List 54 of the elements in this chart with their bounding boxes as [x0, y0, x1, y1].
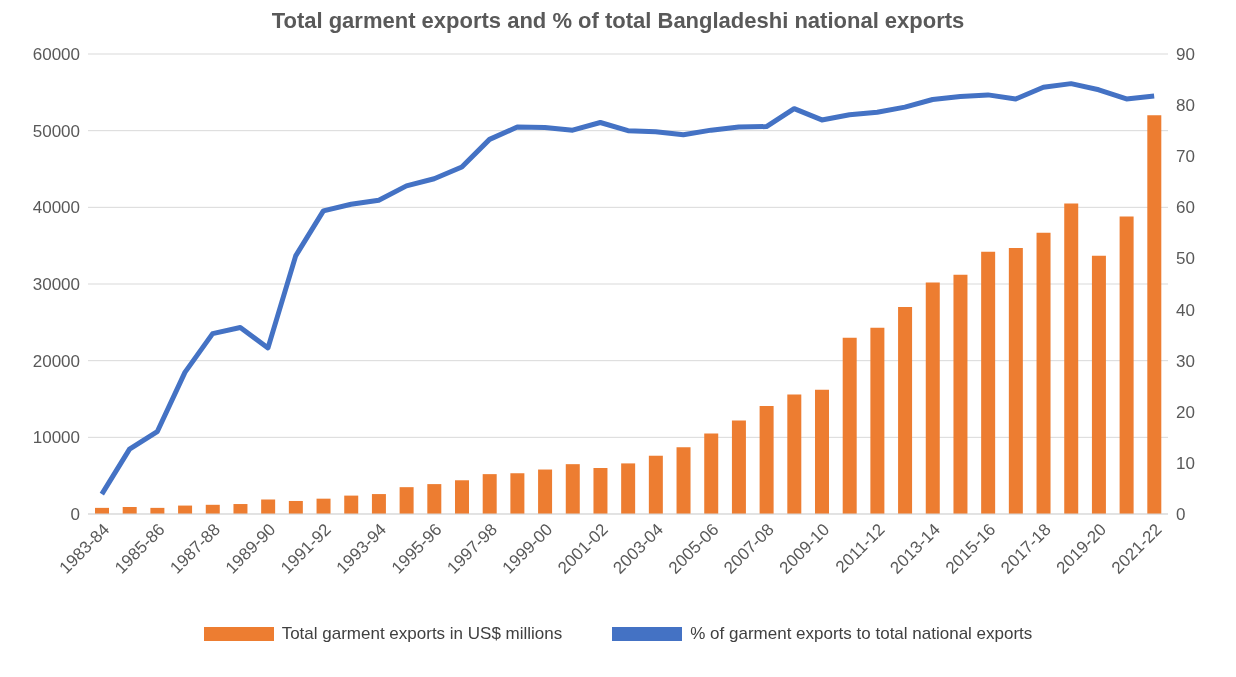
bar — [371, 494, 386, 514]
bar — [538, 469, 553, 514]
y2-tick-label: 30 — [1176, 351, 1195, 371]
bar — [1091, 255, 1106, 514]
y2-tick-label: 40 — [1176, 300, 1195, 320]
bar — [1064, 203, 1079, 514]
y2-tick-label: 20 — [1176, 402, 1195, 422]
y-tick-label: 10000 — [32, 428, 80, 448]
y2-tick-label: 50 — [1176, 249, 1195, 269]
chart-title: Total garment exports and % of total Bangladeshi national exports — [270, 8, 966, 34]
bar — [1036, 232, 1051, 514]
y2-tick-label: 90 — [1176, 45, 1195, 65]
bar — [593, 468, 608, 514]
bar — [842, 337, 857, 514]
bar — [981, 251, 996, 514]
bar — [1119, 216, 1134, 514]
y-tick-label: 40000 — [32, 198, 80, 218]
y2-tick-label: 0 — [1176, 505, 1186, 525]
bar — [233, 504, 248, 514]
bar — [953, 274, 968, 514]
y-tick-label: 30000 — [32, 275, 80, 295]
bar — [898, 307, 913, 514]
bar — [621, 463, 636, 514]
y2-tick-label: 80 — [1176, 96, 1195, 116]
bar — [648, 455, 663, 514]
y-tick-label: 50000 — [32, 121, 80, 141]
bar — [1147, 115, 1162, 514]
legend-label: % of garment exports to total national exports — [690, 624, 1033, 644]
y-tick-label: 20000 — [32, 351, 80, 371]
bar — [870, 327, 885, 514]
bar — [759, 405, 774, 514]
bar — [925, 282, 940, 514]
bar — [455, 480, 469, 514]
bar — [815, 389, 829, 514]
bar — [399, 487, 414, 514]
bar — [482, 474, 497, 514]
bar — [261, 499, 276, 514]
bar — [510, 473, 525, 514]
legend-label: Total garment exports in US$ millions — [281, 624, 563, 644]
bar — [1008, 247, 1023, 514]
bar — [565, 464, 580, 514]
bar — [344, 495, 359, 514]
bar — [787, 394, 802, 514]
bar — [704, 433, 719, 514]
y2-tick-label: 70 — [1176, 147, 1195, 167]
bar — [288, 500, 303, 514]
y2-tick-label: 60 — [1176, 198, 1195, 218]
bar — [427, 484, 442, 514]
y-tick-label: 60000 — [32, 45, 80, 65]
bar — [316, 498, 331, 514]
bar — [676, 447, 691, 514]
y-tick-label: 0 — [70, 505, 80, 525]
y2-tick-label: 10 — [1176, 453, 1195, 473]
bar — [731, 420, 746, 514]
